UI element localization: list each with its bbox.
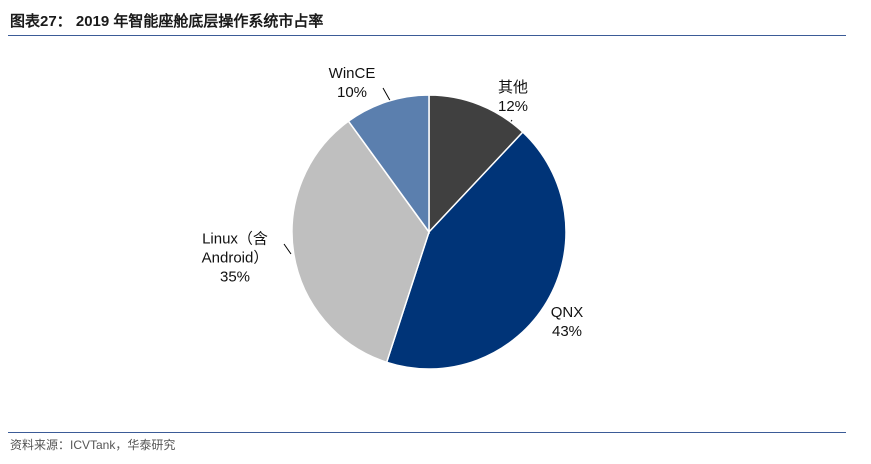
slice-label: Linux（含 Android） 35% bbox=[190, 230, 280, 287]
title-rule bbox=[8, 35, 846, 36]
pie-slice bbox=[347, 94, 430, 235]
pie-slice bbox=[291, 120, 430, 364]
category-label: 其他 bbox=[497, 79, 528, 96]
title: 图表27： 2019 年智能座舱底层操作系统市占率 bbox=[10, 13, 324, 30]
category-label: WinCE bbox=[328, 65, 376, 82]
value-label: 35% bbox=[219, 268, 251, 286]
slice-label: 其他 12% bbox=[483, 78, 543, 116]
slice-label: WinCE 10% bbox=[317, 64, 387, 102]
value-label: 43% bbox=[551, 323, 583, 340]
pie-slice bbox=[385, 131, 567, 370]
category-label: QNX bbox=[550, 304, 584, 321]
source: 资料来源：ICVTank，华泰研究 bbox=[10, 438, 176, 452]
category-label: Linux（含 Android） bbox=[201, 230, 269, 267]
slice-label: QNX 43% bbox=[537, 303, 597, 341]
leader-line bbox=[283, 243, 292, 255]
value-label: 12% bbox=[497, 98, 529, 115]
source-rule bbox=[8, 432, 846, 433]
pie-slice bbox=[428, 94, 524, 234]
value-label: 10% bbox=[336, 84, 368, 101]
